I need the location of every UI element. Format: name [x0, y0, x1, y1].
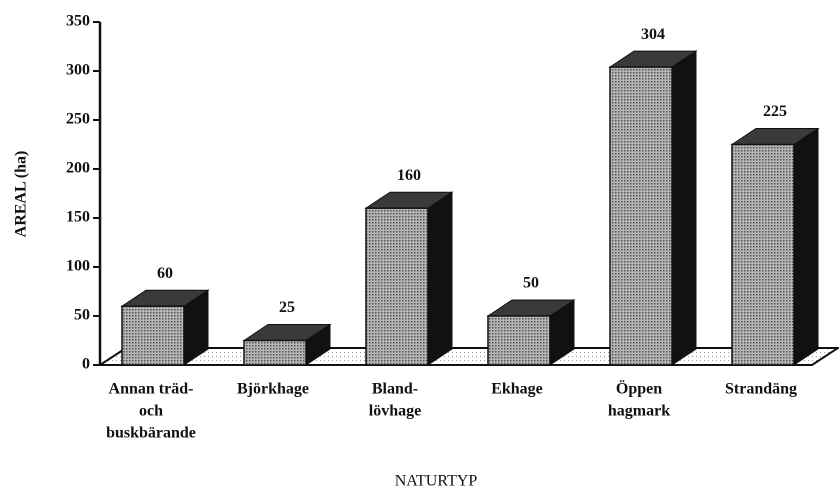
floor [96, 347, 839, 366]
y-tick-label: 150 [66, 209, 90, 226]
y-tick-label: 50 [74, 307, 90, 324]
bar [487, 315, 551, 366]
x-tick-label: Strandäng [725, 381, 797, 398]
value-label: 160 [397, 167, 421, 184]
y-tick-label: 350 [66, 13, 90, 30]
x-tick-label: Björkhage [237, 381, 309, 398]
value-label: 60 [157, 265, 173, 282]
bar [731, 143, 795, 366]
value-label: 25 [279, 299, 295, 316]
y-tick-label: 250 [66, 111, 90, 128]
bar [121, 305, 185, 366]
x-tick-label: Bland- [372, 381, 418, 398]
value-label: 304 [641, 26, 665, 43]
x-tick-label: lövhage [369, 403, 421, 420]
y-tick-label: 100 [66, 258, 90, 275]
value-label: 225 [763, 103, 787, 120]
x-tick-label: och [139, 403, 163, 420]
y-tick-label: 300 [66, 62, 90, 79]
x-axis-label: NATURTYP [395, 473, 478, 490]
bar [609, 66, 673, 366]
x-tick-label: Annan träd- [109, 381, 194, 398]
y-tick-label: 0 [82, 356, 90, 373]
bar-side [671, 50, 697, 366]
y-axis-label: AREAL (ha) [13, 151, 30, 238]
bar-side [793, 127, 819, 366]
bar [243, 339, 307, 366]
x-tick-label: buskbärande [106, 425, 196, 442]
value-label: 50 [523, 275, 539, 292]
bar [365, 207, 429, 366]
x-tick-label: hagmark [608, 403, 670, 420]
bar-side [427, 191, 453, 366]
y-tick-label: 200 [66, 160, 90, 177]
x-tick-label: Öppen [616, 380, 662, 398]
x-tick-label: Ekhage [491, 381, 543, 398]
